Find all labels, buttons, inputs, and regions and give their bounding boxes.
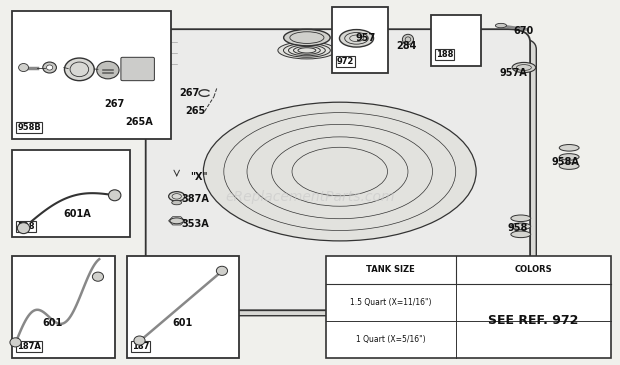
Text: 958A: 958A — [552, 157, 579, 168]
FancyBboxPatch shape — [127, 255, 239, 358]
Text: 601: 601 — [173, 318, 193, 328]
FancyBboxPatch shape — [431, 15, 480, 66]
Ellipse shape — [511, 215, 531, 222]
Text: 958B: 958B — [17, 123, 41, 132]
Ellipse shape — [511, 223, 531, 230]
Text: 265: 265 — [185, 106, 205, 116]
Ellipse shape — [402, 34, 414, 45]
Ellipse shape — [170, 218, 184, 224]
Ellipse shape — [512, 62, 536, 73]
Ellipse shape — [43, 62, 56, 73]
Text: 267: 267 — [179, 88, 199, 98]
Text: eReplacementParts.com: eReplacementParts.com — [225, 190, 395, 204]
Ellipse shape — [108, 190, 121, 201]
Text: 1.5 Quart (X=11/16"): 1.5 Quart (X=11/16") — [350, 298, 432, 307]
Ellipse shape — [64, 58, 94, 81]
Text: COLORS: COLORS — [515, 265, 552, 274]
Text: 188: 188 — [436, 50, 453, 59]
Text: SEE REF. 972: SEE REF. 972 — [488, 314, 578, 327]
Ellipse shape — [511, 231, 531, 238]
Ellipse shape — [559, 154, 579, 160]
Text: 1 Quart (X=5/16"): 1 Quart (X=5/16") — [356, 335, 425, 344]
FancyBboxPatch shape — [146, 29, 530, 310]
Ellipse shape — [216, 266, 228, 275]
Ellipse shape — [283, 30, 330, 46]
Text: 265A: 265A — [126, 117, 153, 127]
Text: 957A: 957A — [500, 68, 527, 78]
Text: 187: 187 — [132, 342, 149, 351]
FancyBboxPatch shape — [332, 7, 388, 73]
Text: 601A: 601A — [64, 208, 91, 219]
Ellipse shape — [340, 30, 373, 47]
Ellipse shape — [203, 102, 476, 241]
Ellipse shape — [495, 23, 507, 28]
FancyBboxPatch shape — [158, 38, 536, 316]
Text: 958: 958 — [508, 223, 528, 233]
Ellipse shape — [278, 42, 336, 59]
Text: 972: 972 — [337, 57, 354, 66]
Text: "X": "X" — [190, 172, 207, 182]
Text: 601: 601 — [43, 318, 63, 328]
Ellipse shape — [169, 192, 185, 201]
Text: TANK SIZE: TANK SIZE — [366, 265, 415, 274]
Text: 284: 284 — [396, 41, 416, 51]
Text: 353A: 353A — [182, 219, 209, 230]
Ellipse shape — [19, 64, 29, 72]
Ellipse shape — [10, 338, 21, 347]
Text: 957: 957 — [356, 33, 376, 43]
FancyBboxPatch shape — [326, 255, 611, 358]
FancyBboxPatch shape — [12, 11, 170, 139]
FancyBboxPatch shape — [12, 255, 115, 358]
Ellipse shape — [97, 61, 119, 79]
Text: 187A: 187A — [17, 342, 42, 351]
Text: 528: 528 — [17, 222, 35, 231]
Text: 267: 267 — [105, 99, 125, 109]
Ellipse shape — [92, 272, 104, 281]
Ellipse shape — [17, 223, 30, 234]
Ellipse shape — [172, 200, 182, 205]
Ellipse shape — [134, 336, 145, 345]
FancyBboxPatch shape — [121, 57, 154, 81]
Ellipse shape — [559, 163, 579, 169]
Ellipse shape — [559, 145, 579, 151]
Text: 670: 670 — [514, 26, 534, 36]
Text: 387A: 387A — [182, 194, 209, 204]
FancyBboxPatch shape — [12, 150, 130, 237]
Ellipse shape — [46, 65, 53, 70]
